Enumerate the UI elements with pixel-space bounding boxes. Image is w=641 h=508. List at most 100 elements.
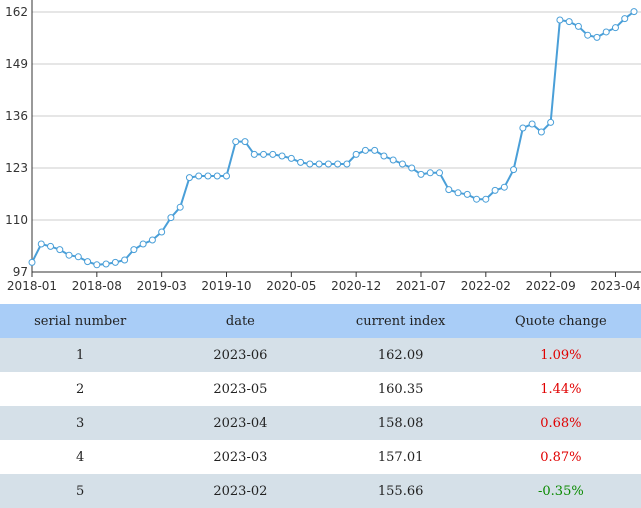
data-point	[158, 228, 166, 236]
data-point	[593, 33, 601, 41]
data-point	[352, 150, 360, 158]
data-point	[297, 158, 305, 166]
cell-index: 160.35	[377, 381, 424, 397]
data-point	[213, 172, 221, 180]
cell-change: -0.35%	[538, 483, 584, 499]
data-point	[287, 154, 295, 162]
data-point	[111, 258, 119, 266]
data-point	[37, 240, 45, 248]
data-point	[84, 258, 92, 266]
data-point	[565, 18, 573, 26]
cell-date: 2023-04	[213, 415, 268, 431]
data-point	[556, 16, 564, 24]
data-point	[93, 261, 101, 269]
y-tick-label: 110	[5, 213, 28, 227]
data-point	[222, 172, 230, 180]
data-point	[510, 166, 518, 174]
x-tick-label: 2022-02	[461, 279, 511, 293]
table-row: 4 2023-03 157.01 0.87%	[0, 440, 641, 474]
data-point	[473, 195, 481, 203]
data-point	[547, 118, 555, 126]
cell-index: 155.66	[377, 483, 424, 499]
x-tick-label: 2019-10	[201, 279, 251, 293]
data-point	[204, 172, 212, 180]
x-tick-label: 2020-12	[331, 279, 381, 293]
table-row: 5 2023-02 155.66 -0.35%	[0, 474, 641, 508]
series-index	[28, 8, 638, 269]
y-tick-label: 162	[5, 5, 28, 19]
data-point	[139, 240, 147, 248]
data-point	[195, 172, 203, 180]
data-point	[482, 195, 490, 203]
data-point	[408, 164, 416, 172]
x-tick-label: 2018-01	[7, 279, 57, 293]
data-point	[389, 156, 397, 164]
cell-change: 0.68%	[540, 415, 582, 431]
data-point	[519, 124, 527, 132]
x-tick-label: 2023-04	[590, 279, 640, 293]
index-table: serial number date current index Quote c…	[0, 304, 641, 508]
table-header-row: serial number date current index Quote c…	[0, 304, 641, 338]
data-point	[167, 214, 175, 222]
cell-serial: 2	[75, 381, 85, 397]
data-point	[306, 160, 314, 168]
y-tick-label: 97	[13, 265, 28, 279]
table-row: 3 2023-04 158.08 0.68%	[0, 406, 641, 440]
y-tick-label: 123	[5, 161, 28, 175]
x-tick-label: 2021-07	[396, 279, 446, 293]
data-point	[121, 256, 129, 264]
cell-index: 157.01	[377, 449, 424, 465]
y-tick-label: 149	[5, 57, 28, 71]
data-point	[611, 24, 619, 32]
data-point	[102, 260, 110, 268]
cell-change: 0.87%	[540, 449, 582, 465]
cell-serial: 3	[75, 415, 85, 431]
data-point	[584, 31, 592, 39]
x-tick-label: 2019-03	[137, 279, 187, 293]
cell-date: 2023-03	[213, 449, 268, 465]
data-point	[334, 160, 342, 168]
data-point	[148, 236, 156, 244]
data-point	[176, 203, 184, 211]
data-point	[380, 152, 388, 160]
data-point	[361, 146, 369, 154]
data-point	[417, 170, 425, 178]
data-point	[528, 120, 536, 128]
x-tick-label: 2018-08	[72, 279, 122, 293]
data-point	[463, 190, 471, 198]
data-point	[47, 242, 55, 250]
y-axis: 97 110 123 136 149 162	[5, 0, 33, 279]
data-point	[398, 160, 406, 168]
cell-date: 2023-06	[213, 347, 268, 363]
grid-lines	[32, 11, 641, 273]
cell-serial: 1	[75, 347, 85, 363]
data-point	[630, 8, 638, 16]
data-point	[537, 128, 545, 136]
cell-change: 1.09%	[540, 347, 582, 363]
cell-date: 2023-02	[213, 483, 268, 499]
data-point	[28, 258, 36, 266]
data-point	[232, 138, 240, 146]
cell-change: 1.44%	[540, 381, 582, 397]
data-point	[315, 160, 323, 168]
x-axis: 2018-01 2018-08 2019-03 2019-10 2020-05 2020-…	[7, 271, 641, 293]
data-point	[426, 169, 434, 177]
data-point	[436, 169, 444, 177]
data-point	[250, 150, 258, 158]
data-point	[278, 152, 286, 160]
data-point	[56, 246, 64, 254]
x-tick-label: 2020-05	[266, 279, 316, 293]
data-point	[602, 28, 610, 36]
data-point	[574, 22, 582, 30]
cell-serial: 4	[75, 449, 85, 465]
header-quote-change: Quote change	[515, 313, 607, 329]
data-point	[130, 246, 138, 254]
data-point	[445, 186, 453, 194]
header-date: date	[225, 313, 255, 329]
header-current-index: current index	[355, 313, 446, 329]
series-line	[31, 10, 635, 266]
data-point	[65, 251, 73, 259]
data-point	[269, 150, 277, 158]
data-point	[454, 189, 462, 197]
